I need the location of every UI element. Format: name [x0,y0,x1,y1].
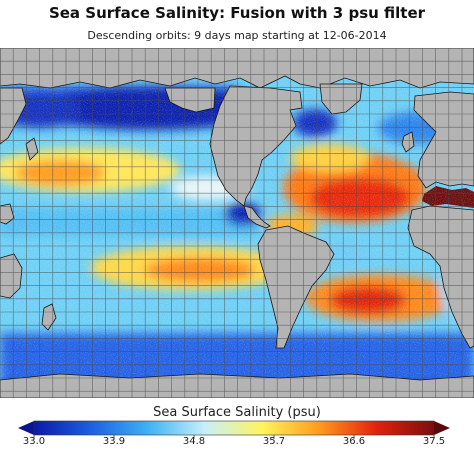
greenland [319,83,363,115]
tick-label: 33.0 [22,436,46,447]
tick-label: 35.7 [262,436,286,447]
europe [413,91,474,189]
colorbar-low-arrow [18,421,34,435]
salinity-map-canvas [0,48,474,398]
map-title: Sea Surface Salinity: Fusion with 3 psu … [48,4,426,22]
colorbar-high-arrow [434,421,450,435]
japan [25,137,39,161]
indonesia [0,203,15,225]
colorbar [18,420,450,439]
british-isles [401,131,415,153]
tick-label: 37.5 [422,436,446,447]
colorbar-label: Sea Surface Salinity (psu) [153,405,321,420]
colorbar-scale [33,420,435,436]
map-subtitle: Descending orbits: 9 days map starting a… [87,29,387,42]
tick-label: 34.8 [182,436,206,447]
tick-label: 33.9 [102,436,126,447]
alaska [164,87,216,113]
colorbar-tick-labels: 33.0 33.9 34.8 35.7 36.6 37.5 [0,436,474,452]
colorbar-tick-marks [33,435,435,439]
tick-label: 36.6 [342,436,366,447]
australia [0,253,23,299]
salinity-map [0,48,474,398]
africa [407,205,474,349]
lat-lon-grid [0,48,474,398]
